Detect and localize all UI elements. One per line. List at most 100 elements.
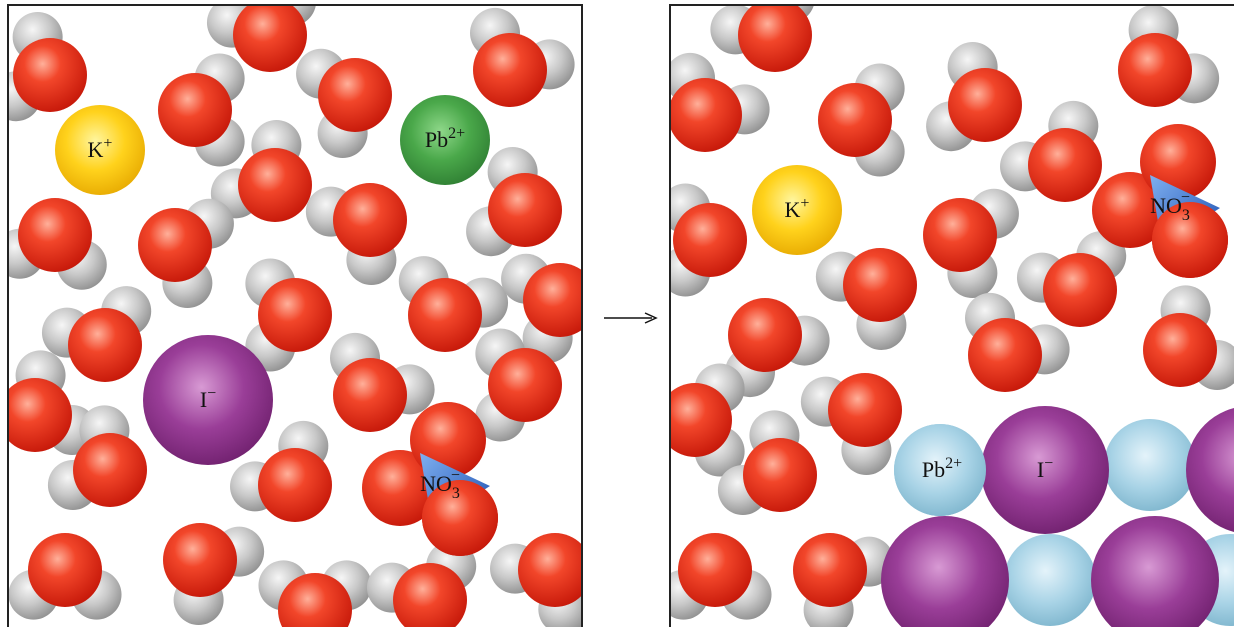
water-molecule	[670, 52, 770, 152]
iodide-ion	[981, 406, 1109, 534]
water-molecule	[470, 7, 575, 107]
oxygen-atom	[1028, 128, 1102, 202]
oxygen-atom	[258, 448, 332, 522]
oxygen-atom	[793, 533, 867, 607]
water-molecule	[163, 523, 265, 625]
oxygen-atom	[818, 83, 892, 157]
ion-symbol: I	[1037, 457, 1044, 482]
oxygen-atom	[233, 5, 307, 72]
water-molecule	[47, 405, 147, 510]
ion-charge: +	[800, 195, 809, 212]
oxygen-atom	[18, 198, 92, 272]
after-panel: K+ NO3−Pb2+ I−	[670, 5, 1234, 627]
oxygen-atom	[488, 348, 562, 422]
oxygen-atom	[473, 33, 547, 107]
oxygen-atom	[422, 480, 498, 556]
water-molecule	[965, 292, 1070, 392]
oxygen-atom	[738, 5, 812, 72]
oxygen-atom	[828, 373, 902, 447]
oxygen-atom	[673, 203, 747, 277]
water-molecule	[670, 533, 772, 620]
nitrate-ion: NO3−	[1092, 124, 1228, 278]
oxygen-atom	[923, 198, 997, 272]
lead-ion	[894, 424, 986, 516]
ion-label: I−	[1037, 455, 1053, 482]
oxygen-atom	[488, 173, 562, 247]
water-molecule	[330, 332, 435, 432]
water-molecule	[138, 198, 234, 309]
before-panel: K+ Pb2+ I− NO3−	[8, 5, 582, 627]
water-molecule	[800, 373, 902, 475]
ion-charge: 2+	[448, 125, 465, 142]
oxygen-atom	[728, 298, 802, 372]
water-molecule	[366, 541, 477, 627]
oxygen-atom	[1043, 253, 1117, 327]
water-molecule	[717, 410, 817, 515]
reaction-arrow	[604, 312, 658, 324]
oxygen-atom	[318, 58, 392, 132]
ion-subscript: 3	[452, 485, 460, 502]
ion-label: I−	[200, 385, 216, 412]
water-molecule	[670, 183, 747, 297]
panel-frame	[7, 4, 583, 627]
water-molecule	[1143, 285, 1234, 390]
oxygen-atom	[68, 308, 142, 382]
water-molecule	[793, 533, 895, 627]
water-molecule	[923, 188, 1019, 299]
oxygen-atom	[73, 433, 147, 507]
water-molecule	[305, 183, 407, 285]
potassium-ion	[55, 105, 145, 195]
iodide-ion	[1186, 408, 1234, 532]
water-molecule	[501, 253, 582, 364]
ion-symbol: K	[785, 197, 801, 222]
water-molecule	[258, 560, 372, 627]
ion-symbol: NO	[1150, 193, 1182, 218]
ion-charge: −	[1181, 189, 1190, 206]
water-molecule	[296, 48, 392, 159]
oxygen-atom	[948, 68, 1022, 142]
water-molecule	[466, 146, 562, 257]
water-molecule	[41, 286, 152, 382]
oxygen-atom	[1118, 33, 1192, 107]
oxygen-atom	[333, 183, 407, 257]
water-molecule	[670, 363, 745, 477]
water-molecule	[206, 5, 316, 72]
oxygen-atom	[1092, 172, 1168, 248]
ion-label: NO3−	[420, 467, 460, 502]
oxygen-atom	[28, 533, 102, 607]
water-molecule	[158, 53, 245, 167]
water-molecule	[398, 256, 509, 352]
ion-charge: −	[451, 467, 460, 484]
water-molecule	[1000, 100, 1102, 202]
water-molecule	[926, 41, 1022, 152]
panel-frame	[669, 4, 1234, 627]
oxygen-atom	[13, 38, 87, 112]
oxygen-atom	[258, 278, 332, 352]
oxygen-atom	[408, 278, 482, 352]
water-molecule	[8, 198, 107, 290]
water-molecule	[490, 533, 582, 627]
ion-symbol: K	[88, 137, 104, 162]
water-molecule	[245, 258, 332, 372]
oxygen-atom	[138, 208, 212, 282]
ion-label: NO3−	[1150, 189, 1190, 224]
water-molecule	[475, 328, 562, 442]
oxygen-atom	[670, 78, 742, 152]
oxygen-atom	[362, 450, 438, 526]
ion-charge: +	[103, 135, 112, 152]
oxygen-atom	[238, 148, 312, 222]
water-molecule	[8, 533, 122, 620]
oxygen-atom	[843, 248, 917, 322]
water-molecule	[1016, 231, 1127, 327]
ion-charge: −	[1044, 455, 1053, 472]
ion-label: Pb2+	[922, 455, 962, 482]
oxygen-atom	[333, 358, 407, 432]
water-molecule	[710, 5, 814, 72]
oxygen-atom	[670, 383, 732, 457]
oxygen-atom	[518, 533, 582, 607]
ion-label: Pb2+	[425, 125, 465, 152]
water-molecule	[818, 63, 905, 177]
ion-label: K+	[785, 195, 810, 222]
ion-charge: −	[207, 385, 216, 402]
